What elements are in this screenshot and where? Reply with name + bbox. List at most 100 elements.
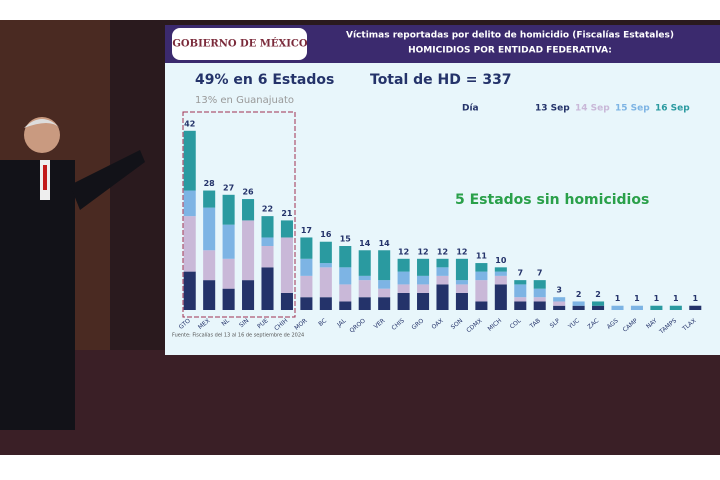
x-tick-label: SIN bbox=[238, 317, 250, 329]
bar-segment bbox=[261, 216, 274, 238]
total-label: 42 bbox=[184, 119, 195, 128]
highlight-box bbox=[182, 111, 296, 318]
bar-segment bbox=[533, 297, 546, 302]
bar-segment bbox=[203, 207, 216, 251]
bar-segment bbox=[417, 258, 430, 276]
bar-segment bbox=[280, 237, 293, 293]
bar-segment bbox=[572, 305, 585, 310]
bar-segment bbox=[378, 280, 391, 289]
bar-segment bbox=[339, 246, 352, 268]
bar-segment bbox=[358, 280, 371, 298]
bar-segment bbox=[358, 297, 371, 310]
bar-segment bbox=[494, 271, 507, 276]
bar-segment bbox=[300, 258, 313, 276]
bar-segment bbox=[475, 280, 488, 302]
bar-segment bbox=[455, 284, 468, 293]
legend-label: 15 Sep bbox=[615, 104, 650, 114]
bar-segment bbox=[514, 301, 527, 310]
legend-label: 13 Sep bbox=[535, 104, 570, 114]
bar-segment bbox=[494, 275, 507, 285]
annotation: 5 Estados sin homicidios bbox=[455, 192, 649, 208]
bar-segment bbox=[592, 305, 605, 310]
legend-label: 16 Sep bbox=[655, 104, 690, 114]
bar-segment bbox=[222, 288, 235, 310]
legend-title: Día bbox=[462, 104, 479, 114]
logo-text: GOBIERNO DE MÉXICO bbox=[172, 38, 308, 50]
bar-segment bbox=[261, 267, 274, 310]
bar-segment bbox=[261, 237, 274, 246]
bar-segment bbox=[339, 301, 352, 310]
total-label: 2 bbox=[576, 290, 582, 299]
bar-segment bbox=[436, 267, 449, 276]
bar-segment bbox=[358, 275, 371, 281]
total-label: 15 bbox=[340, 235, 352, 244]
bar-segment bbox=[280, 292, 293, 310]
bar-segment bbox=[592, 301, 605, 306]
speaker bbox=[0, 117, 145, 430]
bar-segment bbox=[242, 220, 255, 281]
total-label: 10 bbox=[495, 256, 507, 265]
bar-segment bbox=[494, 284, 507, 310]
total-label: 3 bbox=[556, 286, 562, 295]
bar-segment bbox=[397, 284, 410, 293]
bar-segment bbox=[300, 297, 313, 310]
logo-box bbox=[172, 28, 307, 60]
total-label: 28 bbox=[204, 179, 216, 188]
bar-segment bbox=[242, 280, 255, 310]
bar-segment bbox=[183, 130, 196, 191]
total-label: 7 bbox=[517, 269, 523, 278]
total-label: 16 bbox=[320, 230, 332, 239]
tie bbox=[43, 165, 47, 190]
hair bbox=[24, 119, 60, 128]
total-label: 22 bbox=[262, 205, 273, 214]
bar-segment bbox=[222, 258, 235, 289]
bar-segment bbox=[475, 263, 488, 272]
bar-segment bbox=[669, 305, 682, 310]
annotation: Total de HD = 337 bbox=[370, 72, 512, 88]
bar-segment bbox=[689, 305, 702, 310]
total-label: 1 bbox=[634, 294, 640, 303]
arm bbox=[70, 150, 145, 210]
bar-segment bbox=[514, 297, 527, 302]
bar-segment bbox=[339, 267, 352, 285]
bar-segment bbox=[650, 305, 663, 310]
total-label: 12 bbox=[417, 247, 428, 256]
total-label: 12 bbox=[398, 247, 409, 256]
chart-title: Víctimas reportadas por delito de homici… bbox=[346, 31, 674, 41]
source: Fuente: Fiscalías del 13 al 16 de septie… bbox=[172, 332, 304, 339]
total-label: 7 bbox=[537, 269, 543, 278]
bar-segment bbox=[319, 241, 332, 264]
chart-subtitle: HOMICIDIOS POR ENTIDAD FEDERATIVA: bbox=[408, 46, 612, 56]
total-label: 12 bbox=[437, 247, 448, 256]
total-label: 1 bbox=[654, 294, 660, 303]
total-label: 11 bbox=[476, 252, 488, 261]
bar-segment bbox=[261, 246, 274, 268]
bar-segment bbox=[183, 190, 196, 217]
bar-segment bbox=[553, 297, 566, 302]
bar-segment bbox=[514, 284, 527, 298]
total-label: 2 bbox=[595, 290, 601, 299]
annotation: 13% en Guanajuato bbox=[195, 95, 294, 106]
bar-segment bbox=[533, 301, 546, 310]
bar-segment bbox=[378, 288, 391, 298]
bar-segment bbox=[494, 267, 507, 272]
total-label: 12 bbox=[456, 247, 467, 256]
bar-segment bbox=[417, 275, 430, 285]
total-label: 14 bbox=[359, 239, 371, 248]
total-label: 17 bbox=[301, 226, 312, 235]
bar-segment bbox=[475, 301, 488, 310]
bar-segment bbox=[222, 194, 235, 225]
bar-segment bbox=[572, 301, 585, 306]
bar-segment bbox=[339, 284, 352, 302]
bar-segment bbox=[436, 258, 449, 268]
bar-segment bbox=[319, 297, 332, 310]
bar-segment bbox=[319, 267, 332, 298]
bar-segment bbox=[533, 288, 546, 298]
bar-segment bbox=[222, 224, 235, 259]
bar-segment bbox=[300, 237, 313, 259]
bar-segment bbox=[436, 275, 449, 285]
bar-segment bbox=[417, 292, 430, 310]
bar-segment bbox=[242, 199, 255, 221]
floor-panel bbox=[0, 350, 720, 455]
